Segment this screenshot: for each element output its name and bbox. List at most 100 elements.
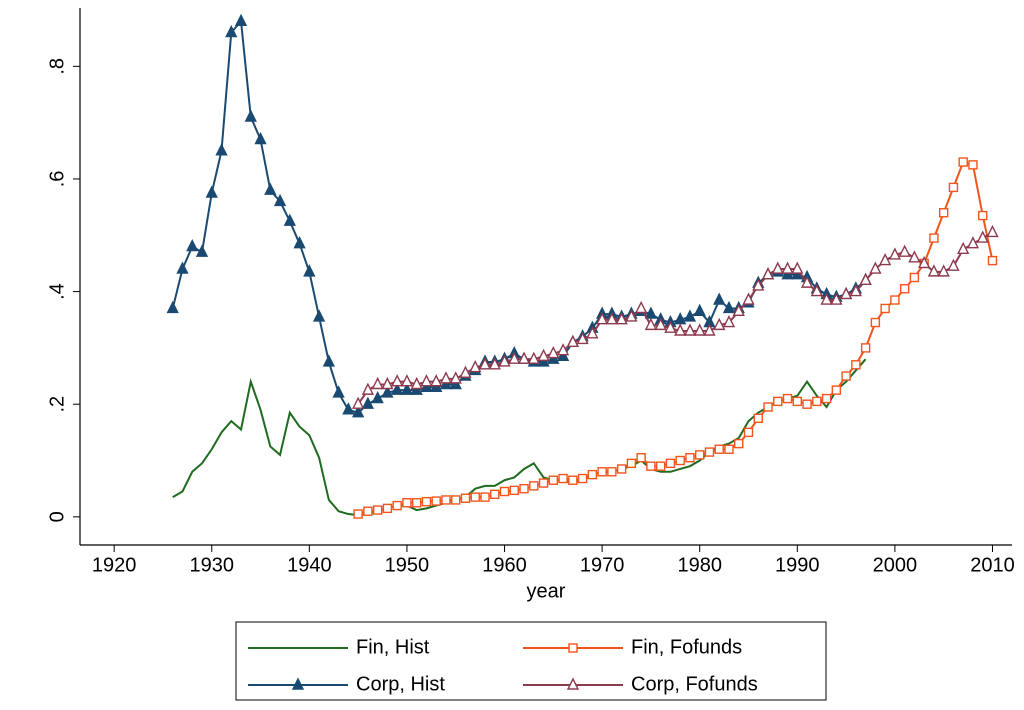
marker xyxy=(635,300,648,314)
marker xyxy=(968,160,978,170)
marker xyxy=(714,444,724,454)
marker xyxy=(517,351,531,364)
y-tick-label: 0 xyxy=(46,511,68,522)
legend-label: Fin, Fofunds xyxy=(631,636,742,658)
marker xyxy=(937,264,950,277)
marker xyxy=(381,385,394,398)
marker xyxy=(616,464,627,474)
marker xyxy=(469,360,482,373)
marker xyxy=(273,193,287,207)
marker xyxy=(586,326,599,339)
marker xyxy=(839,286,853,300)
marker xyxy=(713,317,726,331)
marker xyxy=(654,317,667,331)
marker xyxy=(880,303,890,314)
marker xyxy=(752,278,765,291)
marker xyxy=(293,236,306,249)
marker xyxy=(734,438,744,449)
marker xyxy=(381,376,394,390)
marker xyxy=(802,399,812,409)
x-tick-label: 1990 xyxy=(775,554,820,576)
marker xyxy=(391,374,404,387)
marker xyxy=(558,473,568,484)
legend xyxy=(235,621,827,701)
marker xyxy=(430,374,443,387)
marker xyxy=(927,264,941,277)
x-axis-label: year xyxy=(527,580,566,602)
marker xyxy=(800,275,814,288)
x-tick-label: 1950 xyxy=(385,554,430,576)
marker xyxy=(400,382,414,395)
marker xyxy=(568,475,578,485)
legend-marker xyxy=(568,643,578,653)
marker xyxy=(948,182,959,193)
x-tick-label: 1980 xyxy=(677,554,722,576)
marker xyxy=(411,498,422,508)
marker xyxy=(664,320,677,333)
marker xyxy=(597,467,607,477)
marker xyxy=(644,317,658,331)
marker xyxy=(938,208,949,218)
x-tick-label: 1930 xyxy=(189,554,234,576)
marker xyxy=(732,303,745,316)
marker xyxy=(264,182,277,195)
marker xyxy=(908,250,921,263)
marker xyxy=(646,461,656,471)
marker xyxy=(976,230,989,243)
marker xyxy=(352,396,365,409)
marker xyxy=(420,374,433,387)
marker xyxy=(683,309,697,322)
marker xyxy=(771,261,784,274)
marker xyxy=(849,284,862,297)
marker xyxy=(704,447,715,457)
marker xyxy=(566,334,579,347)
series-line xyxy=(172,358,867,517)
marker xyxy=(431,496,441,506)
marker xyxy=(693,323,706,336)
marker xyxy=(781,261,794,274)
marker xyxy=(958,157,968,167)
marker xyxy=(675,455,685,466)
marker xyxy=(215,143,228,156)
marker xyxy=(685,453,695,463)
x-tick-label: 2010 xyxy=(970,554,1015,576)
marker xyxy=(205,185,218,198)
y-tick-label: .4 xyxy=(46,283,68,300)
marker xyxy=(441,495,451,505)
marker xyxy=(391,382,404,395)
marker xyxy=(890,295,900,305)
marker xyxy=(371,391,384,404)
marker xyxy=(371,376,384,390)
marker xyxy=(363,506,373,516)
marker xyxy=(382,503,393,514)
marker xyxy=(488,357,501,370)
marker xyxy=(860,343,871,353)
marker xyxy=(703,323,716,336)
marker xyxy=(342,402,355,415)
marker xyxy=(587,469,598,480)
marker xyxy=(655,461,666,471)
marker xyxy=(909,272,920,283)
marker xyxy=(683,323,697,336)
x-tick-label: 2000 xyxy=(873,554,918,576)
marker xyxy=(577,473,588,484)
marker xyxy=(859,272,872,286)
marker xyxy=(899,284,910,294)
marker xyxy=(508,351,521,364)
marker xyxy=(538,478,549,488)
marker xyxy=(665,458,676,469)
marker xyxy=(519,483,529,494)
marker xyxy=(361,382,375,395)
marker xyxy=(478,357,492,370)
marker xyxy=(400,374,414,387)
marker xyxy=(595,312,609,325)
marker xyxy=(957,241,970,255)
marker xyxy=(439,371,453,384)
marker xyxy=(547,345,560,359)
marker xyxy=(303,264,316,277)
marker xyxy=(490,489,500,500)
marker xyxy=(529,481,539,491)
marker xyxy=(743,427,754,438)
marker xyxy=(225,24,238,38)
marker xyxy=(753,413,763,423)
